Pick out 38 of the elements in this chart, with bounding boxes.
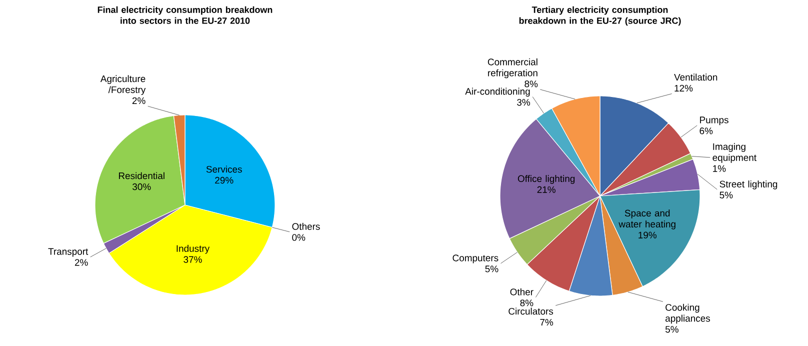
slice-label: Industry (176, 244, 210, 254)
data-label: 2% (132, 97, 146, 104)
text: 0% (292, 234, 306, 241)
data-label: 30% (132, 183, 151, 190)
data-label: 8% (524, 80, 538, 88)
slice-label: Agriculture /Forestry (100, 75, 146, 95)
slice-label: Space and water heating (618, 210, 676, 230)
chart-title: Final electricity consumption breakdown into sectors in the EU-27 2010 (98, 6, 272, 24)
slice-label: Residential (118, 172, 164, 180)
data-label: 12% (674, 84, 693, 92)
slice-label: Imaging equipment (712, 143, 756, 163)
slice-label: Transport (48, 248, 88, 257)
slice-label: Computers (452, 254, 498, 264)
legend-label: Others (292, 222, 320, 230)
slice-label: Street lighting (720, 180, 778, 190)
slice-label: Commercial refrigeration (488, 58, 538, 78)
slice-label: Air-conditioning (465, 88, 530, 97)
slice-label: Pumps (700, 116, 728, 126)
chart-title: Tertiary electricity consumption breakdown in the EU-27 (source JRC) (519, 6, 681, 26)
data-label: 37% (184, 256, 202, 263)
data-label: 5% (665, 326, 678, 333)
data-label: 7% (540, 318, 554, 326)
slice-label: Office lighting (518, 175, 575, 184)
data-label: 3% (517, 99, 530, 106)
data-label: 8% (520, 300, 534, 306)
slice-label: Cooking appliances (666, 304, 710, 324)
slice-label: Ventilation (674, 74, 718, 81)
data-label: 6% (700, 128, 713, 134)
slice-label: Services (206, 166, 242, 173)
data-label: 2% (74, 259, 88, 266)
data-label: 21% (537, 186, 556, 193)
data-label: 5% (720, 192, 733, 198)
data-label: 19% (638, 232, 656, 238)
slice-label: Circulators (508, 308, 554, 315)
data-label: 29% (215, 176, 234, 184)
slice-label: Other (510, 288, 534, 296)
data-label: 5% (485, 266, 498, 272)
data-label: 1% (713, 165, 726, 172)
